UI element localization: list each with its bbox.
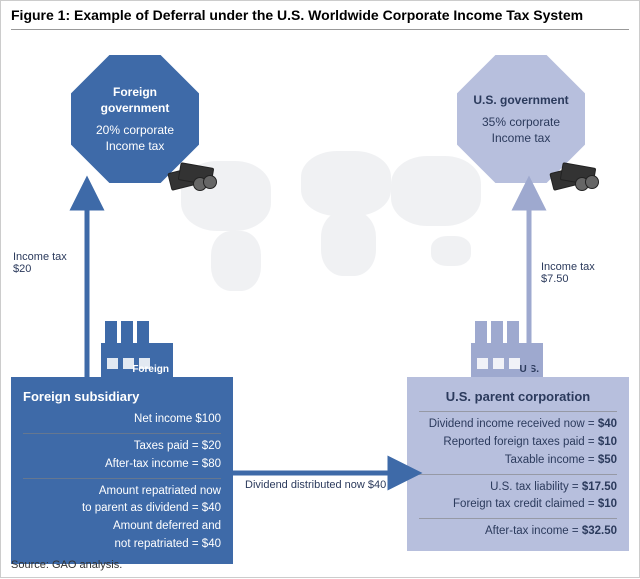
us-parent-row: Taxable income = $50: [419, 452, 617, 470]
foreign-gov-rate1: 20% corporate: [96, 122, 174, 138]
world-map-icon: [181, 141, 481, 301]
figure-source: Source: GAO analysis.: [11, 559, 122, 571]
figure-title: Figure 1: Example of Deferral under the …: [11, 7, 629, 30]
us-parent-row: U.S. tax liability = $17.50: [419, 479, 617, 497]
foreign-factory-label: Foreign: [132, 364, 169, 375]
us-gov-rate1: 35% corporate: [482, 114, 560, 130]
us-factory-icon: U.S.: [471, 321, 543, 377]
foreign-tax-label: Income tax $20: [13, 251, 67, 275]
foreign-factory-icon: Foreign: [101, 321, 173, 377]
foreign-gov-label: Foreign government: [79, 84, 191, 116]
us-parent-box: U.S. parent corporation Dividend income …: [407, 377, 629, 551]
us-gov-label: U.S. government: [473, 92, 568, 108]
us-gov-rate2: Income tax: [492, 130, 551, 146]
dividend-label: Dividend distributed now $40: [245, 479, 386, 491]
foreign-sub-row: After-tax income = $80: [23, 456, 221, 474]
foreign-sub-row: Net income $100: [23, 411, 221, 429]
foreign-sub-row: Amount deferred andnot repatriated = $40: [23, 518, 221, 554]
foreign-gov-rate2: Income tax: [106, 138, 165, 154]
money-icon: [551, 163, 597, 189]
us-parent-head: U.S. parent corporation: [419, 387, 617, 407]
us-factory-label: U.S.: [520, 364, 539, 375]
foreign-sub-head: Foreign subsidiary: [23, 387, 221, 407]
us-parent-row: Reported foreign taxes paid = $10: [419, 434, 617, 452]
money-icon: [169, 163, 215, 189]
us-tax-label: Income tax $7.50: [541, 261, 595, 285]
foreign-sub-row: Amount repatriated nowto parent as divid…: [23, 483, 221, 519]
us-parent-row: After-tax income = $32.50: [419, 523, 617, 541]
foreign-sub-row: Taxes paid = $20: [23, 438, 221, 456]
figure: Figure 1: Example of Deferral under the …: [0, 0, 640, 578]
foreign-subsidiary-box: Foreign subsidiary Net income $100 Taxes …: [11, 377, 233, 564]
us-parent-row: Foreign tax credit claimed = $10: [419, 496, 617, 514]
us-parent-row: Dividend income received now = $40: [419, 416, 617, 434]
